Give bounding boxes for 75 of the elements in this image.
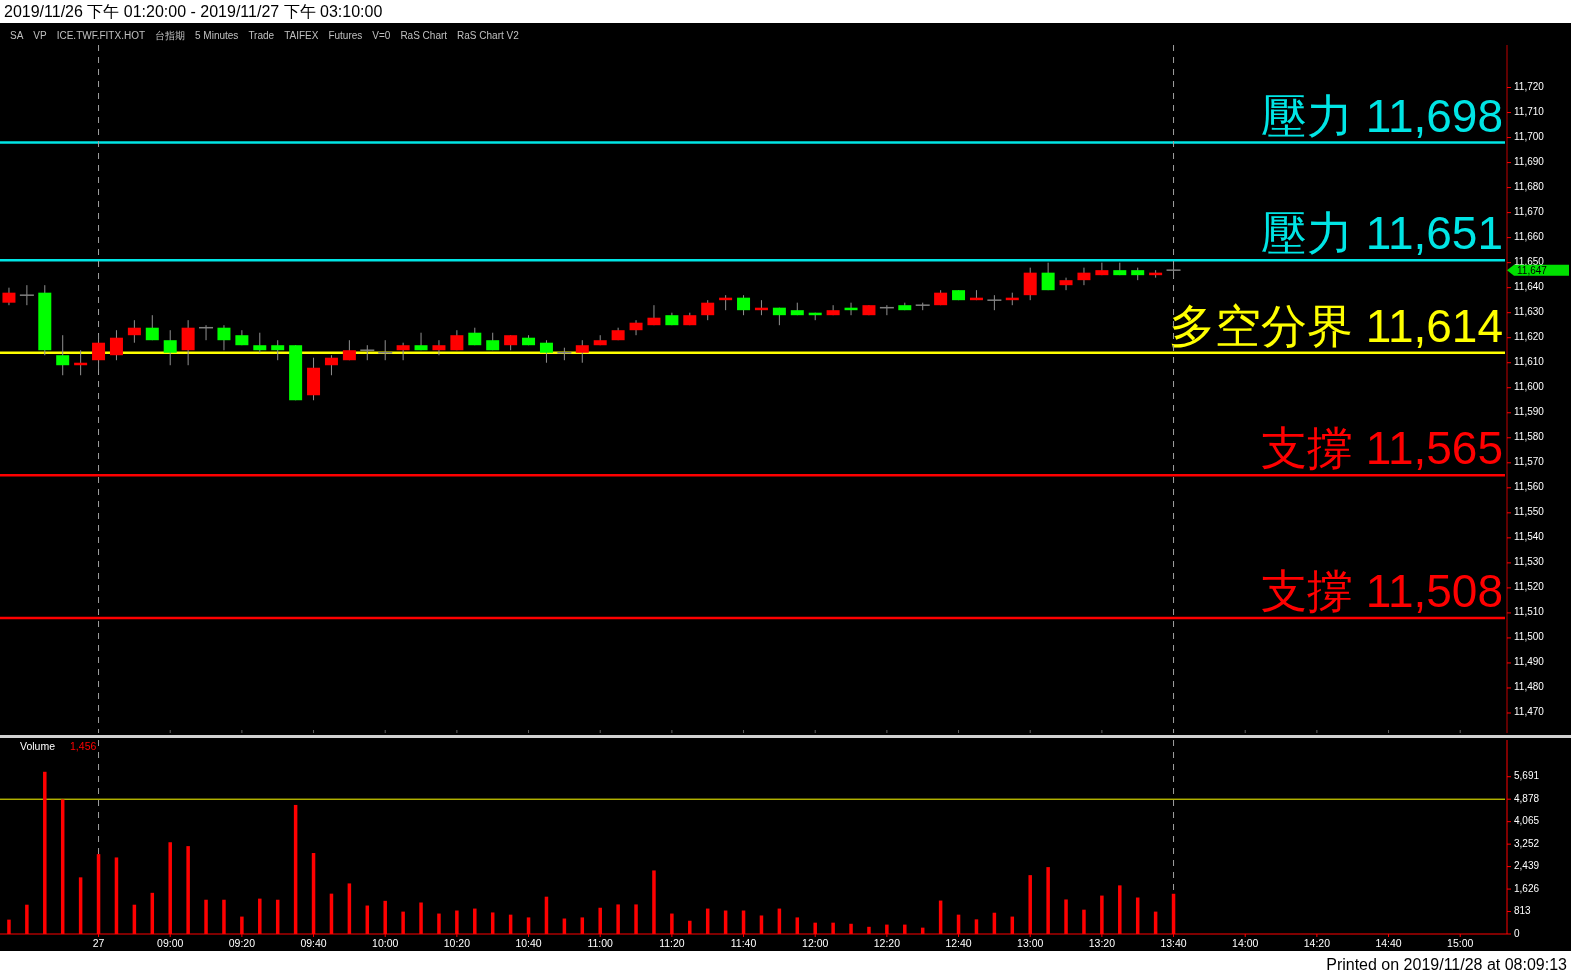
text: Printed on 2019/11/28 at 08:09:13 — [1326, 956, 1568, 973]
y-tick-label: 0 — [1514, 927, 1520, 939]
y-tick-label: 11,580 — [1514, 431, 1545, 443]
y-tick-label: 11,570 — [1514, 456, 1545, 468]
x-tick-label: 11:20 — [659, 937, 685, 949]
x-tick-label: 11:00 — [587, 937, 614, 949]
y-tick-label: 11,610 — [1514, 356, 1545, 368]
x-tick-label: 14:40 — [1375, 937, 1402, 949]
x-tick-label: 12:00 — [802, 937, 829, 949]
y-tick-label: 11,500 — [1514, 631, 1545, 643]
y-tick-label: 5,691 — [1514, 770, 1540, 782]
x-tick-label: 14:20 — [1303, 937, 1331, 949]
x-tick-label: 13:00 — [1017, 937, 1044, 949]
y-tick-label: 11,690 — [1514, 156, 1545, 168]
y-tick-label: 11,520 — [1514, 581, 1545, 593]
y-tick-label: 11,650 — [1514, 256, 1545, 268]
text: V=0 — [372, 30, 391, 41]
y-tick-label: 11,710 — [1514, 106, 1545, 118]
text: Trade — [248, 30, 275, 41]
y-tick-label: 3,252 — [1514, 837, 1540, 849]
y-tick-label: 4,065 — [1514, 815, 1540, 827]
y-tick-label: 11,620 — [1514, 331, 1545, 343]
y-tick-label: 11,640 — [1514, 281, 1545, 293]
text: ICE.TWF.FITX.HOT — [56, 30, 146, 41]
x-tick-label: 10:00 — [372, 937, 399, 949]
ref-line-label: 多空分界 11,614 — [1168, 299, 1503, 352]
y-tick-label: 11,670 — [1514, 206, 1545, 218]
y-tick-label: 11,660 — [1514, 231, 1545, 243]
chart-title: 2019/11/26 下午 01:20:00 - 2019/11/27 下午 03:10:00 — [4, 3, 383, 20]
ref-line-label: 支撐 11,565 — [1260, 422, 1503, 475]
x-tick-label: 09:20 — [228, 937, 256, 949]
annotation: 1,456 — [70, 740, 97, 752]
x-tick-label: 10:40 — [515, 937, 542, 949]
y-tick-label: 813 — [1514, 905, 1532, 917]
x-tick-label: 14:00 — [1232, 937, 1259, 949]
text: 5 Minutes — [195, 30, 239, 41]
x-tick-label: 10:20 — [443, 937, 471, 949]
y-tick-label: 11,600 — [1514, 381, 1545, 393]
x-tick-label: 09:00 — [157, 937, 184, 949]
ref-line-label: 壓力 11,698 — [1260, 89, 1503, 142]
y-tick-label: 11,480 — [1514, 681, 1545, 693]
y-tick-label: 11,590 — [1514, 406, 1545, 418]
text: Futures — [328, 30, 363, 41]
x-tick-label: 12:20 — [873, 937, 901, 949]
y-tick-label: 11,470 — [1514, 706, 1545, 718]
y-tick-label: 11,720 — [1514, 81, 1545, 93]
y-tick-label: 11,700 — [1514, 131, 1545, 143]
x-tick-label: 09:40 — [300, 937, 327, 949]
x-tick-label: 13:20 — [1088, 937, 1116, 949]
chart-title: Volume — [20, 740, 56, 752]
y-tick-label: 11,560 — [1514, 481, 1545, 493]
y-tick-label: 11,680 — [1514, 181, 1545, 193]
y-tick-label: 11,530 — [1514, 556, 1545, 568]
y-tick-label: 11,510 — [1514, 606, 1545, 618]
x-tick-label: 27 — [92, 937, 105, 949]
x-tick-label: 15:00 — [1447, 937, 1474, 949]
x-tick-label: 11:40 — [730, 937, 757, 949]
y-tick-label: 4,878 — [1514, 792, 1540, 804]
ref-line-label: 支撐 11,508 — [1260, 564, 1503, 617]
text: RaS Chart V2 — [457, 30, 520, 41]
y-tick-label: 11,540 — [1514, 531, 1545, 543]
y-tick-label: 2,439 — [1514, 860, 1540, 872]
y-tick-label: 11,550 — [1514, 506, 1545, 518]
text: SA — [10, 30, 24, 41]
x-tick-label: 12:40 — [945, 937, 972, 949]
ref-line-label: 壓力 11,651 — [1260, 207, 1503, 260]
text: 台指期 — [155, 30, 186, 41]
x-tick-label: 13:40 — [1160, 937, 1187, 949]
text: TAIFEX — [284, 30, 319, 41]
y-tick-label: 11,630 — [1514, 306, 1545, 318]
text: RaS Chart — [400, 30, 448, 41]
y-tick-label: 1,626 — [1514, 882, 1540, 894]
text: 11,647 — [1517, 265, 1548, 277]
text: VP — [33, 30, 48, 41]
y-tick-label: 11,490 — [1514, 656, 1545, 668]
